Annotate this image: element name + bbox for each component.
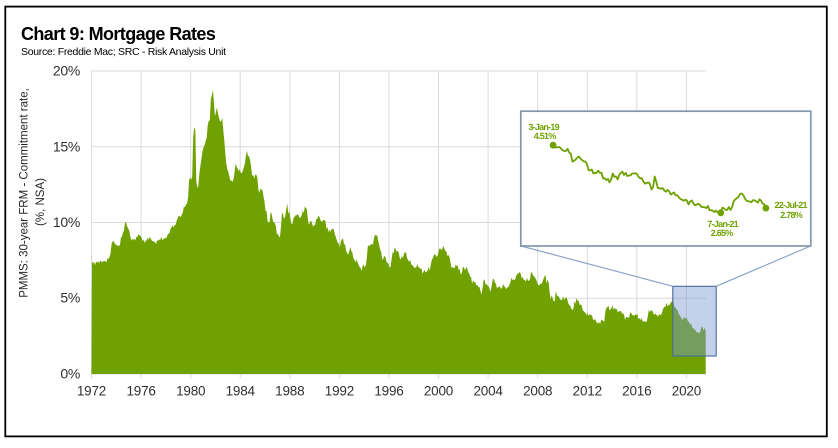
svg-text:1992: 1992 — [325, 384, 354, 399]
svg-text:2012: 2012 — [573, 384, 602, 399]
svg-text:Chart 9: Mortgage Rates: Chart 9: Mortgage Rates — [21, 24, 216, 44]
svg-text:1972: 1972 — [77, 384, 106, 399]
svg-text:2020: 2020 — [672, 384, 701, 399]
svg-text:2000: 2000 — [424, 384, 453, 399]
svg-text:1996: 1996 — [374, 384, 403, 399]
svg-text:2004: 2004 — [473, 384, 503, 399]
svg-text:(%, NSA): (%, NSA) — [35, 178, 47, 226]
svg-text:2016: 2016 — [622, 384, 651, 399]
svg-text:1976: 1976 — [126, 384, 155, 399]
svg-text:2008: 2008 — [523, 384, 552, 399]
svg-text:10%: 10% — [53, 214, 80, 230]
svg-text:Source: Freddie Mac; SRC - Ris: Source: Freddie Mac; SRC - Risk Analysis… — [21, 46, 226, 58]
svg-text:0%: 0% — [60, 366, 80, 382]
svg-text:20%: 20% — [53, 63, 80, 79]
svg-text:PMMS: 30-year FRM - Commitment: PMMS: 30-year FRM - Commitment rate, — [19, 88, 31, 298]
svg-text:1980: 1980 — [176, 384, 205, 399]
svg-text:5%: 5% — [60, 290, 80, 306]
svg-text:15%: 15% — [53, 138, 80, 154]
svg-text:1984: 1984 — [226, 384, 256, 399]
svg-text:1988: 1988 — [275, 384, 304, 399]
